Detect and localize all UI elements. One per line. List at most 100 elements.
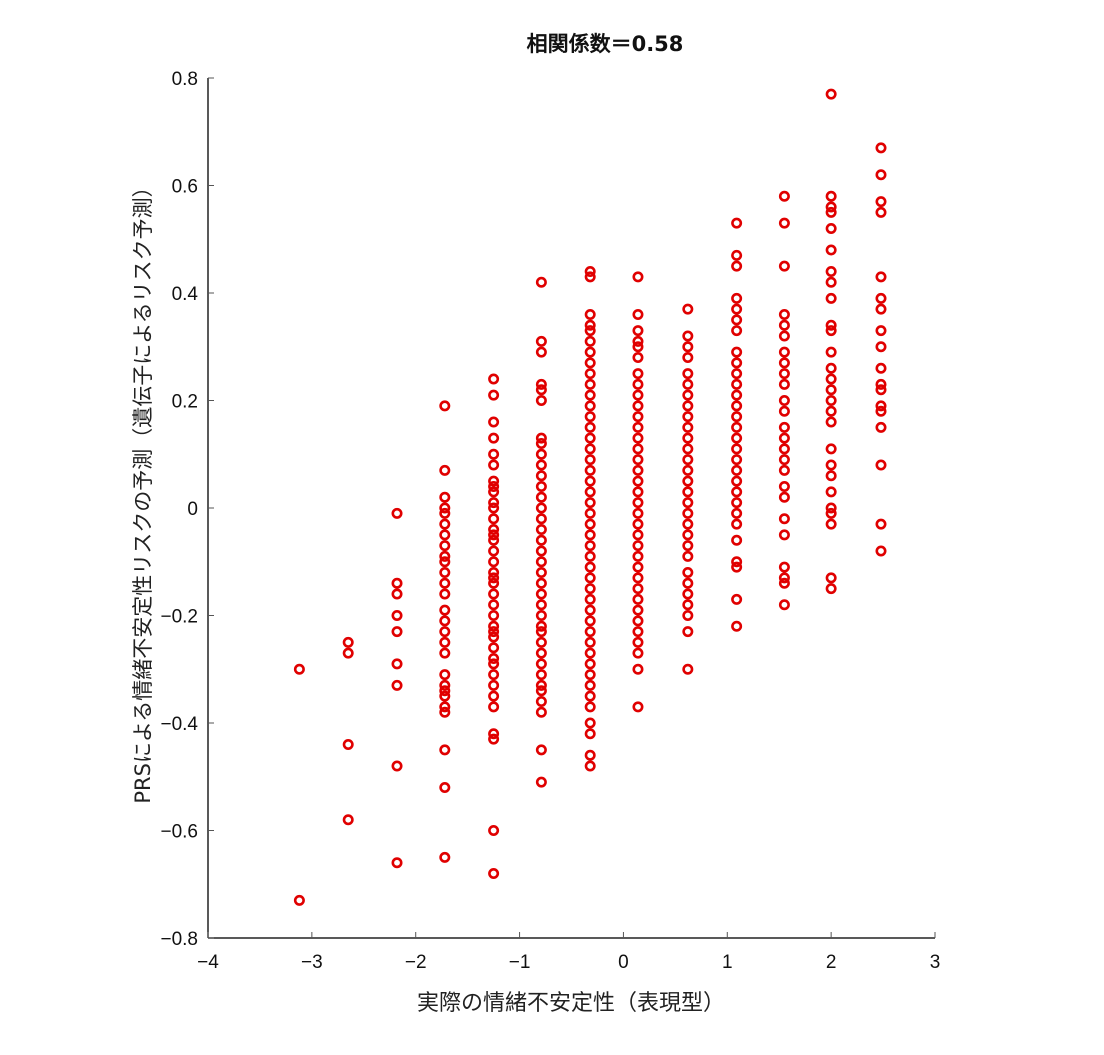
data-point bbox=[682, 507, 694, 519]
data-point bbox=[632, 335, 644, 347]
data-point bbox=[632, 529, 644, 541]
data-point bbox=[439, 464, 451, 476]
data-point bbox=[535, 620, 547, 632]
data-point bbox=[875, 341, 887, 353]
data-point bbox=[778, 561, 790, 573]
data-point bbox=[584, 325, 596, 337]
data-point bbox=[682, 411, 694, 423]
data-point bbox=[584, 550, 596, 562]
data-point bbox=[825, 223, 837, 235]
data-point bbox=[342, 636, 354, 648]
data-point bbox=[875, 325, 887, 337]
data-point bbox=[488, 416, 500, 428]
data-point bbox=[875, 378, 887, 390]
data-point bbox=[584, 701, 596, 713]
data-point bbox=[731, 497, 743, 509]
data-point bbox=[778, 217, 790, 229]
data-point bbox=[391, 609, 403, 621]
data-point bbox=[632, 421, 644, 433]
data-point bbox=[535, 432, 547, 444]
data-point bbox=[439, 550, 451, 562]
data-point bbox=[439, 529, 451, 541]
data-point bbox=[632, 626, 644, 638]
data-point bbox=[293, 894, 305, 906]
data-point bbox=[488, 486, 500, 498]
y-tick-label: 0.2 bbox=[172, 392, 198, 413]
data-point bbox=[682, 529, 694, 541]
data-point bbox=[825, 373, 837, 385]
data-point bbox=[535, 626, 547, 638]
data-point bbox=[682, 626, 694, 638]
x-tick-label: 0 bbox=[618, 952, 629, 973]
data-point bbox=[535, 523, 547, 535]
data-point bbox=[682, 566, 694, 578]
data-point bbox=[488, 728, 500, 740]
data-point bbox=[439, 701, 451, 713]
data-point bbox=[778, 346, 790, 358]
data-point bbox=[584, 464, 596, 476]
data-point bbox=[731, 378, 743, 390]
data-point bbox=[488, 690, 500, 702]
data-point bbox=[488, 577, 500, 589]
data-point bbox=[682, 475, 694, 487]
data-point bbox=[825, 384, 837, 396]
data-point bbox=[632, 411, 644, 423]
data-point bbox=[488, 867, 500, 879]
data-point bbox=[632, 351, 644, 363]
data-point bbox=[825, 292, 837, 304]
data-point bbox=[488, 631, 500, 643]
data-point bbox=[731, 421, 743, 433]
data-point bbox=[439, 502, 451, 514]
data-point bbox=[731, 368, 743, 380]
data-point bbox=[825, 362, 837, 374]
data-point bbox=[632, 368, 644, 380]
data-point bbox=[535, 679, 547, 691]
data-point bbox=[535, 669, 547, 681]
data-point bbox=[584, 346, 596, 358]
data-point bbox=[439, 679, 451, 691]
data-point bbox=[488, 459, 500, 471]
data-point bbox=[778, 454, 790, 466]
data-point bbox=[682, 330, 694, 342]
data-point bbox=[439, 647, 451, 659]
y-tick-label: −0.8 bbox=[160, 929, 198, 950]
data-point bbox=[535, 706, 547, 718]
data-point bbox=[535, 346, 547, 358]
data-point bbox=[875, 142, 887, 154]
data-point bbox=[825, 244, 837, 256]
data-point bbox=[825, 394, 837, 406]
data-point bbox=[488, 572, 500, 584]
data-point bbox=[632, 615, 644, 627]
data-point bbox=[731, 325, 743, 337]
data-point bbox=[632, 432, 644, 444]
data-point bbox=[535, 448, 547, 460]
data-point bbox=[682, 540, 694, 552]
data-point bbox=[342, 647, 354, 659]
y-tick-label: 0.8 bbox=[172, 69, 198, 90]
data-point bbox=[535, 685, 547, 697]
data-point bbox=[825, 507, 837, 519]
x-tick-label: 3 bbox=[930, 952, 941, 973]
data-point bbox=[584, 411, 596, 423]
data-point bbox=[778, 421, 790, 433]
data-point bbox=[778, 599, 790, 611]
data-point bbox=[584, 572, 596, 584]
data-point bbox=[778, 432, 790, 444]
data-point bbox=[584, 378, 596, 390]
data-point bbox=[488, 513, 500, 525]
data-point bbox=[632, 518, 644, 530]
data-point bbox=[825, 405, 837, 417]
data-point bbox=[731, 518, 743, 530]
data-point bbox=[584, 636, 596, 648]
data-point bbox=[731, 314, 743, 326]
y-axis-label: PRSによる情緒不安定性リスクの予測（遺伝子によるリスク予測） bbox=[131, 176, 155, 804]
data-point bbox=[731, 432, 743, 444]
data-point bbox=[682, 443, 694, 455]
y-tick-label: 0.6 bbox=[172, 177, 198, 198]
data-point bbox=[682, 588, 694, 600]
data-point bbox=[682, 303, 694, 315]
data-point bbox=[535, 647, 547, 659]
data-point bbox=[584, 335, 596, 347]
data-point bbox=[778, 513, 790, 525]
data-point bbox=[488, 475, 500, 487]
